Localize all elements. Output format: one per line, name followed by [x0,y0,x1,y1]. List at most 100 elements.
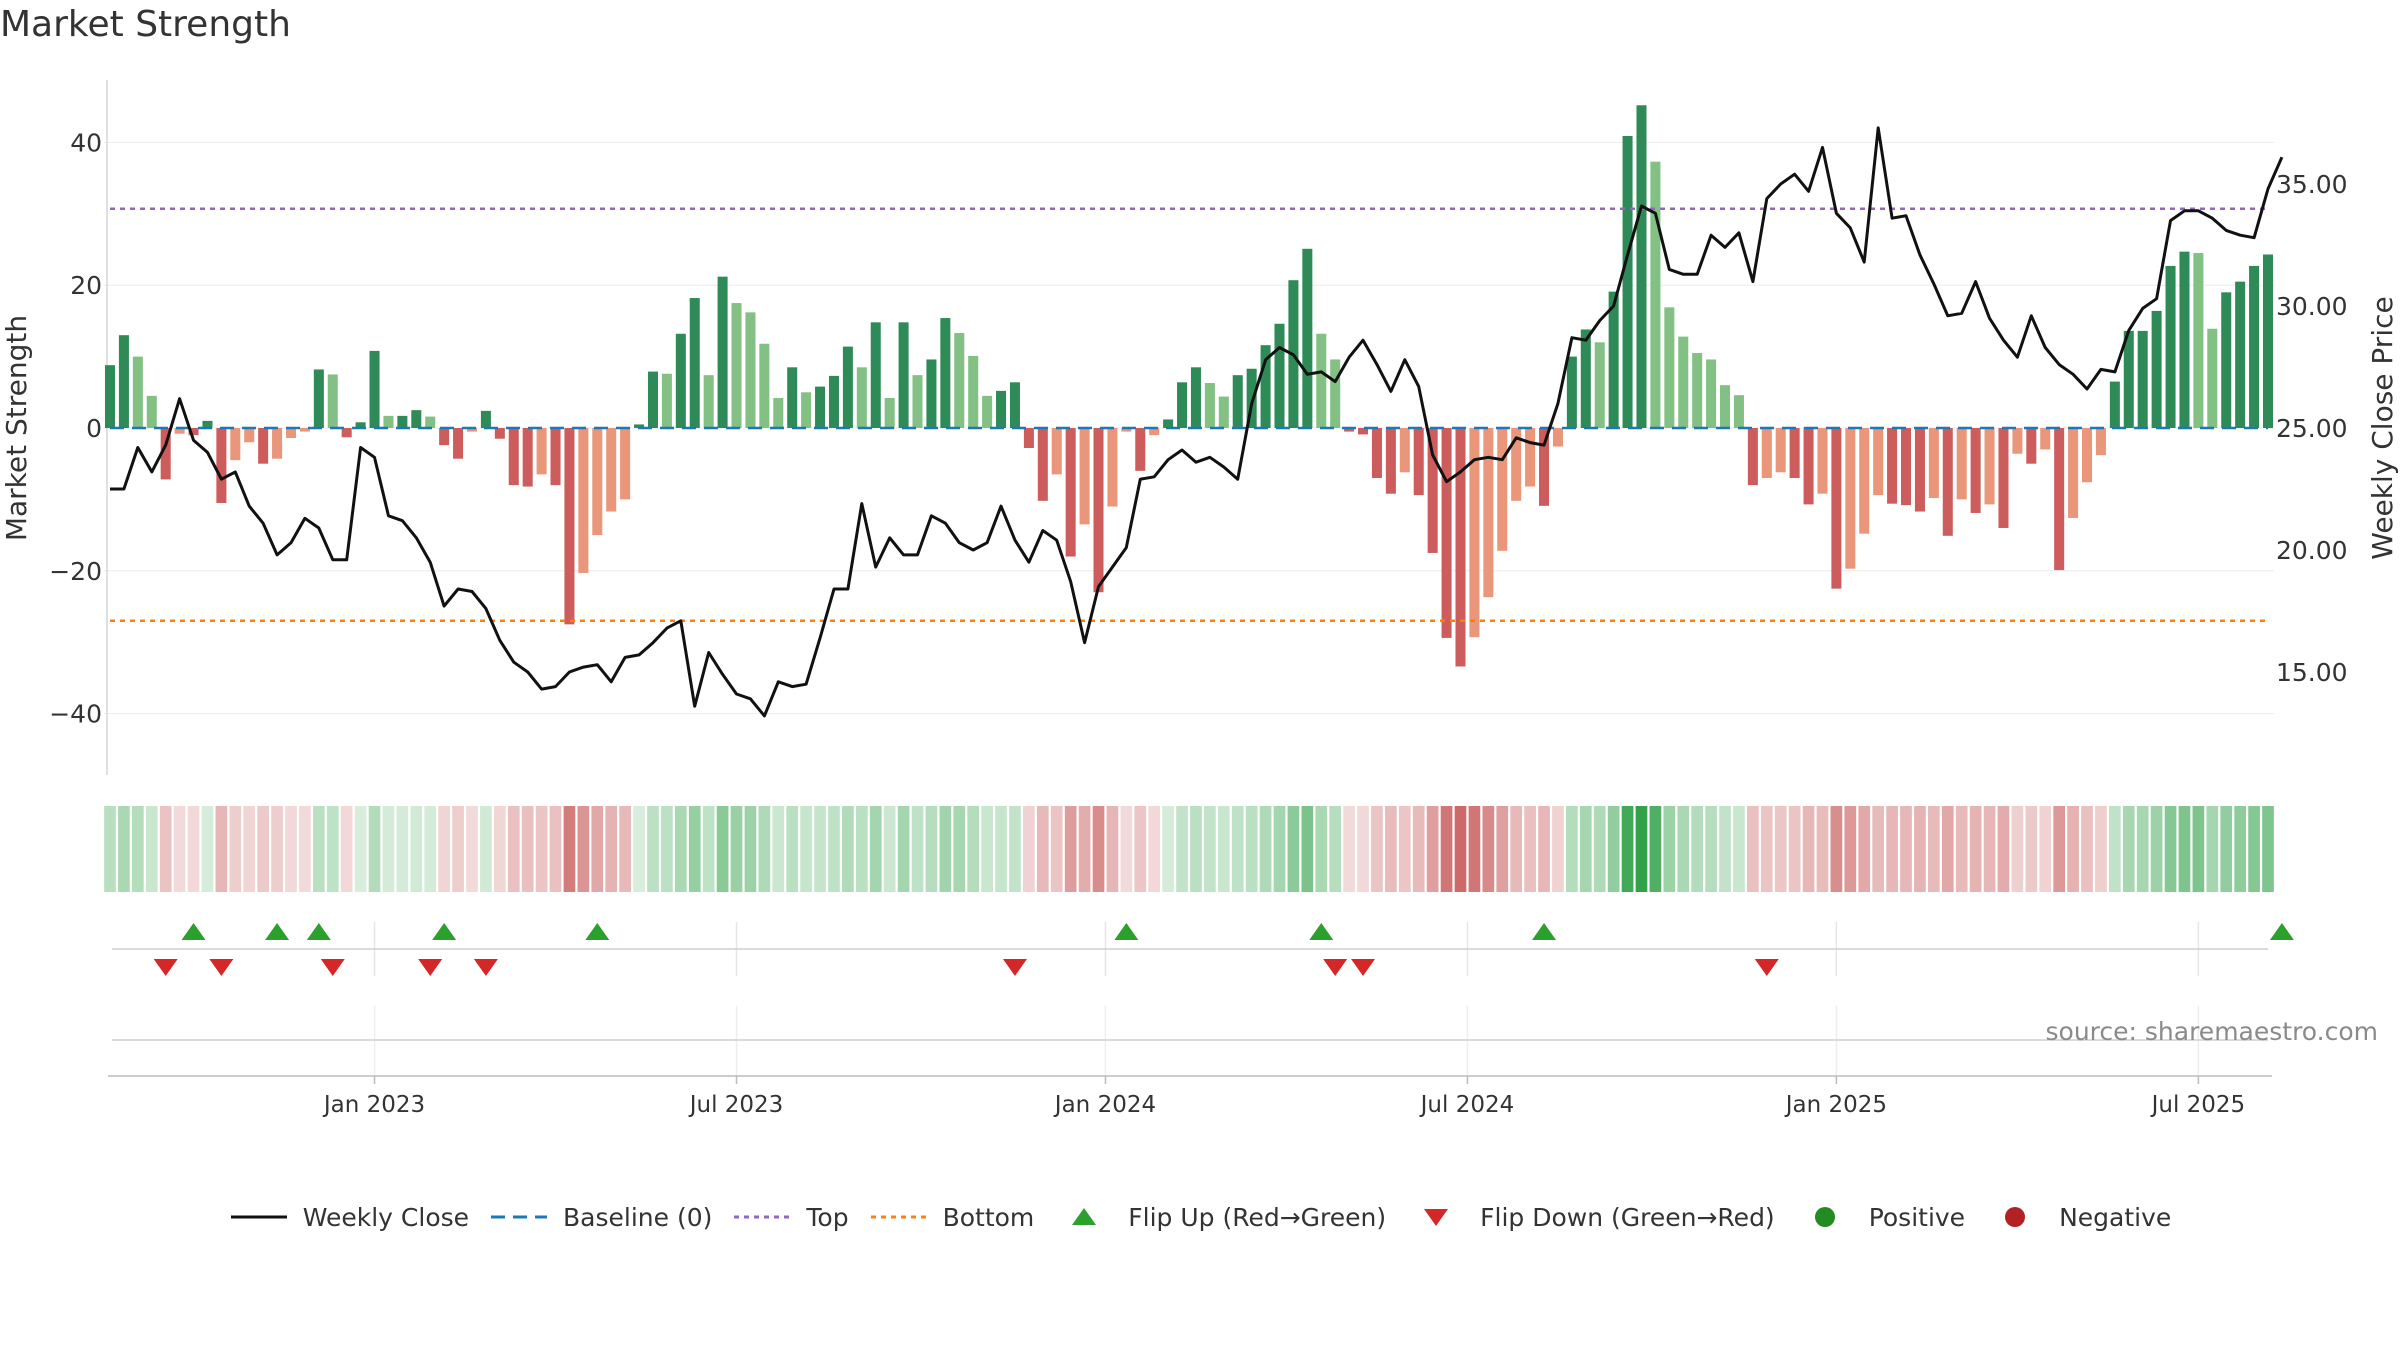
heat-cell [1120,806,1133,892]
heat-cell [869,806,882,892]
heat-cell [1440,806,1453,892]
heat-cell [1204,806,1216,892]
strength-bar [634,424,645,428]
strength-bar [1330,359,1341,428]
heat-cell [1593,806,1606,892]
heat-cell [1997,806,2010,892]
heat-cell [118,806,130,892]
strength-bar [1065,428,1076,557]
heat-cell [1663,806,1676,892]
strength-bar [1358,428,1369,435]
strength-bar [202,420,213,428]
flip-up-marker [2269,923,2294,940]
strength-bar [801,392,812,428]
legend-label: Positive [1868,1202,1966,1232]
strength-bar [272,428,283,459]
strength-bar [2040,428,2051,450]
heat-cell [1398,806,1411,892]
strength-bar [550,428,561,486]
strength-bar [522,428,533,487]
heat-cell [939,806,952,892]
strength-bar [1859,428,1870,534]
heat-cell [285,806,297,892]
x-tick-label: Jul 2024 [1419,1092,1515,1118]
strength-bar [1775,428,1786,473]
heat-cell [1886,806,1898,892]
heat-cell [814,806,826,892]
strength-bar [564,428,575,625]
strength-bar [355,422,366,428]
strength-bar [1051,428,1062,475]
heat-cell [647,806,659,892]
strength-bar [258,428,269,464]
heat-cell [591,806,604,892]
heat-cell [131,806,144,892]
heat-cell [1162,806,1174,892]
heat-cell [201,806,214,892]
legend-label: Baseline (0) [563,1202,713,1232]
heat-cell [2262,806,2274,892]
heat-cell [1106,806,1119,892]
strength-bar [1525,428,1536,487]
flip-down-marker [1323,959,1348,976]
strength-bar [1260,345,1271,428]
heat-cell [911,806,924,892]
heat-cell [326,806,339,892]
heat-cell [424,806,437,892]
heat-cell [1788,806,1801,892]
heat-cell [1649,806,1662,892]
heat-cell [1928,806,1940,892]
heat-cell [1858,806,1871,892]
heat-cell [2011,806,2024,892]
strength-bar [369,350,380,428]
heat-cell [1231,806,1244,892]
negative-legend-icon [2005,1207,2026,1227]
heat-cell [215,806,228,892]
heat-cell [1064,806,1077,892]
strength-bar [1246,368,1257,428]
heat-cell [243,806,256,892]
flip-down-marker [209,959,234,976]
strength-bar [299,428,310,432]
strength-bar [647,371,658,428]
flip-down-marker [1351,959,1376,976]
strength-bar [411,410,422,428]
heat-cell [897,806,910,892]
strength-bar [2054,428,2065,571]
heat-cell [1774,806,1787,892]
strength-bar [815,386,826,428]
strength-bar [954,333,965,428]
heat-cell [2081,806,2093,892]
heat-cell [1357,806,1369,892]
strength-bar [1107,428,1118,507]
heat-cell [1914,806,1926,892]
heat-cell [786,806,799,892]
strength-bar [341,428,352,438]
heat-cell [1050,806,1063,892]
strength-bar [1720,385,1731,428]
strength-bar [2012,428,2023,454]
chart-title: Market Strength [0,4,291,45]
heat-cell [633,806,645,892]
x-tick-label: Jul 2025 [2150,1092,2246,1118]
heat-cell [1287,806,1300,892]
heat-cell [480,806,492,892]
strength-bar [1455,428,1466,667]
heat-cell [2150,806,2163,892]
strength-bar [188,428,199,436]
legend-label: Top [806,1202,849,1232]
heat-cell [2109,806,2121,892]
heat-cell [702,806,715,892]
strength-bar [1163,419,1174,428]
strength-bar [146,395,157,428]
heat-cell [2053,806,2066,892]
heat-cell [1454,806,1467,892]
y2-tick-label: 25.00 [2276,414,2348,443]
strength-bar [1650,161,1661,429]
strength-bar [1302,248,1313,428]
legend-item-flip-down: Flip Down (Green→Red) [1406,1202,1775,1232]
strength-bar [828,375,839,428]
strength-bar [968,355,979,428]
y-tick-label: 20 [70,271,102,300]
